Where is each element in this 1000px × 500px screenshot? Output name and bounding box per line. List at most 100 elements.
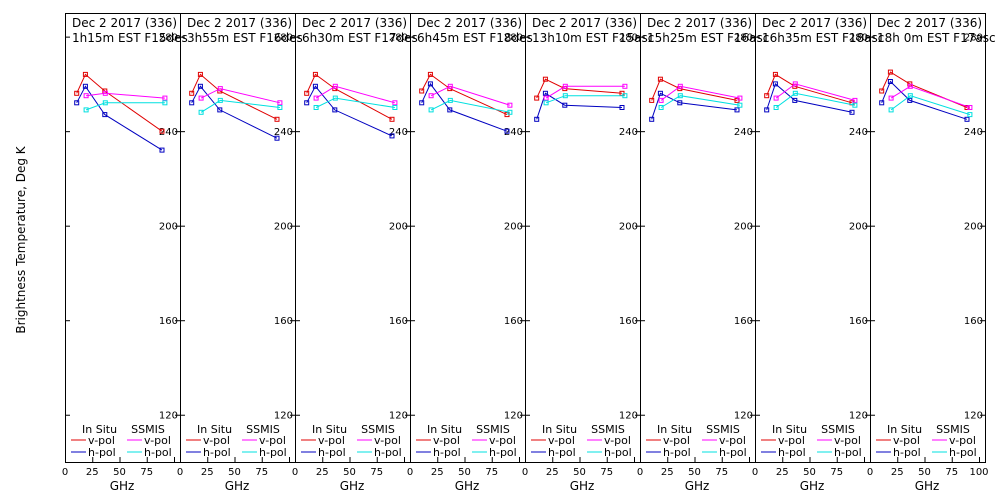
panel-title-time: 15h25m EST F16asc bbox=[647, 31, 769, 45]
x-tick-label: 75 bbox=[830, 467, 843, 478]
y-tick-label: 240 bbox=[964, 127, 983, 138]
series-ssmis-hpol bbox=[198, 97, 283, 115]
data-point bbox=[277, 100, 283, 106]
legend-header-ssmis: SSMIS bbox=[706, 423, 740, 436]
y-tick-label: 280 bbox=[274, 33, 293, 44]
data-point bbox=[389, 116, 395, 122]
panel-frame bbox=[870, 13, 986, 463]
data-point bbox=[428, 107, 434, 113]
data-point bbox=[507, 102, 513, 108]
data-point bbox=[197, 83, 203, 89]
series-line bbox=[890, 85, 971, 108]
x-tick-label: 50 bbox=[343, 467, 356, 478]
data-point bbox=[773, 105, 779, 110]
data-point bbox=[658, 105, 664, 110]
x-tick-label: 50 bbox=[458, 467, 471, 478]
panel-title-date: Dec 2 2017 (336) bbox=[417, 16, 522, 30]
panel-title-date: Dec 2 2017 (336) bbox=[302, 16, 407, 30]
data-point bbox=[649, 116, 655, 122]
data-point bbox=[74, 100, 80, 106]
panel-frame bbox=[640, 13, 756, 463]
series-line bbox=[766, 83, 853, 113]
legend-label-ssmis-hpol: h-pol bbox=[489, 446, 517, 459]
panel-title-time: 3h55m EST F16des bbox=[187, 31, 303, 45]
legend-label-ssmis-vpol: v-pol bbox=[949, 434, 976, 447]
data-point bbox=[447, 107, 453, 113]
data-point bbox=[74, 90, 80, 96]
series-line bbox=[86, 92, 165, 99]
data-point bbox=[162, 95, 168, 101]
x-tick-label: 25 bbox=[661, 467, 674, 478]
x-tick-label: 0 bbox=[867, 467, 873, 478]
series-line bbox=[545, 85, 625, 99]
data-point bbox=[622, 93, 628, 99]
data-point bbox=[447, 97, 453, 103]
legend-label-insitu-hpol: h-pol bbox=[318, 446, 346, 459]
series-insitu-hpol bbox=[419, 81, 510, 134]
panel-8: Dec 2 2017 (336)18h 0m EST F17asc 120 160 2… bbox=[867, 13, 996, 493]
data-point bbox=[189, 100, 195, 106]
legend-label-insitu-vpol: v-pol bbox=[548, 434, 575, 447]
x-tick-label: 75 bbox=[370, 467, 383, 478]
x-axis-label: GHz bbox=[915, 479, 940, 493]
y-tick-label: 160 bbox=[389, 316, 408, 327]
data-point bbox=[82, 83, 88, 89]
data-point bbox=[622, 83, 628, 89]
series-line bbox=[315, 85, 396, 104]
data-point bbox=[274, 135, 280, 141]
data-point bbox=[197, 71, 203, 77]
data-point bbox=[198, 109, 204, 115]
legend-label-ssmis-vpol: v-pol bbox=[489, 434, 516, 447]
series-line bbox=[775, 92, 855, 108]
y-tick-label: 120 bbox=[504, 411, 523, 422]
data-point bbox=[649, 97, 655, 103]
x-tick-label: 50 bbox=[573, 467, 586, 478]
series-ssmis-vpol bbox=[658, 83, 743, 103]
data-point bbox=[677, 100, 683, 106]
data-point bbox=[737, 102, 743, 108]
series-line bbox=[191, 85, 278, 139]
legend-label-insitu-hpol: h-pol bbox=[88, 446, 116, 459]
panel-title-date: Dec 2 2017 (336) bbox=[187, 16, 292, 30]
x-tick-label: 0 bbox=[637, 467, 643, 478]
legend-label-insitu-hpol: h-pol bbox=[203, 446, 231, 459]
series-line bbox=[306, 73, 393, 120]
data-point bbox=[392, 105, 398, 110]
y-tick-label: 240 bbox=[734, 127, 753, 138]
series-ssmis-hpol bbox=[313, 95, 398, 110]
legend-header-insitu: In Situ bbox=[427, 423, 462, 436]
legend-label-insitu-hpol: h-pol bbox=[778, 446, 806, 459]
data-point bbox=[189, 90, 195, 96]
series-line bbox=[881, 80, 968, 120]
y-tick-label: 240 bbox=[159, 127, 178, 138]
y-tick-label: 200 bbox=[849, 222, 868, 233]
data-point bbox=[879, 88, 885, 94]
series-line bbox=[536, 92, 623, 120]
x-axis-label: GHz bbox=[685, 479, 710, 493]
series-ssmis-vpol bbox=[83, 90, 168, 101]
data-point bbox=[332, 83, 338, 89]
panel-6: Dec 2 2017 (336)15h25m EST F16asc 120 160 2… bbox=[637, 13, 769, 493]
legend-label-ssmis-hpol: h-pol bbox=[719, 446, 747, 459]
series-line bbox=[775, 83, 856, 101]
x-axis-label: GHz bbox=[225, 479, 250, 493]
data-point bbox=[83, 107, 89, 113]
legend-header-ssmis: SSMIS bbox=[246, 423, 280, 436]
y-tick-label: 280 bbox=[849, 33, 868, 44]
x-tick-label: 50 bbox=[803, 467, 816, 478]
data-point bbox=[447, 83, 453, 89]
data-point bbox=[217, 97, 223, 103]
legend-header-insitu: In Situ bbox=[657, 423, 692, 436]
data-point bbox=[159, 147, 165, 153]
series-line bbox=[890, 95, 971, 116]
legend-header-ssmis: SSMIS bbox=[361, 423, 395, 436]
legend-label-ssmis-hpol: h-pol bbox=[259, 446, 287, 459]
legend-header-insitu: In Situ bbox=[542, 423, 577, 436]
legend-header-ssmis: SSMIS bbox=[821, 423, 855, 436]
data-point bbox=[734, 107, 740, 113]
x-tick-label: 50 bbox=[918, 467, 931, 478]
panel-2: Dec 2 2017 (336)3h55m EST F16des 120 160 20… bbox=[177, 13, 303, 493]
